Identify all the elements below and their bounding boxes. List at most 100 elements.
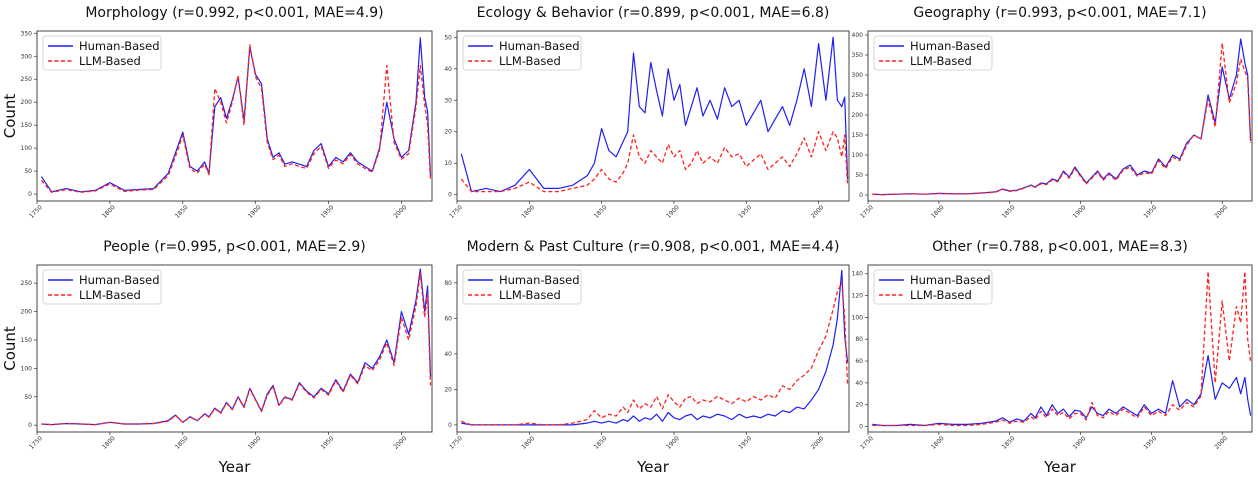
plot-frame [456, 30, 850, 202]
y-tick-label: 50 [855, 172, 863, 179]
legend-human-label: Human-Based [79, 273, 160, 287]
x-tick-label: 1950 [1142, 435, 1158, 451]
x-tick-label: 1800 [520, 435, 536, 451]
llm-series-line [41, 272, 432, 426]
x-tick-label: 1950 [737, 204, 753, 220]
x-tick-label: 1850 [1001, 204, 1017, 220]
chart-panel-5: Other (r=0.788, p<0.001, MAE=8.3) 0 20 40 60… [852, 239, 1253, 476]
x-tick-label: 1800 [520, 204, 536, 220]
plot-frame [867, 264, 1253, 433]
chart-panel-4: Modern & Past Culture (r=0.908, p<0.001,… [444, 239, 850, 476]
legend-human-label: Human-Based [910, 273, 991, 287]
x-tick-label: 1900 [1072, 204, 1088, 220]
y-tick-label: 120 [852, 293, 864, 300]
legend-llm-label: LLM-Based [79, 54, 141, 68]
y-tick-label: 0 [448, 192, 452, 199]
x-tick-label: 2000 [810, 435, 826, 451]
y-tick-label: 80 [444, 280, 452, 287]
x-tick-label: 1850 [593, 435, 609, 451]
llm-series-line [872, 42, 1252, 196]
y-tick-label: 140 [852, 271, 864, 278]
x-tick-label: 1950 [320, 204, 336, 220]
x-tick-label: 1800 [930, 204, 946, 220]
x-tick-label: 1950 [320, 435, 336, 451]
y-axis-label: Count [1, 326, 19, 371]
y-tick-label: 0 [859, 192, 863, 199]
y-tick-label: 350 [21, 30, 33, 37]
legend-llm-label: LLM-Based [910, 288, 972, 302]
x-tick-label: 1950 [737, 435, 753, 451]
legend-llm-label: LLM-Based [499, 288, 561, 302]
x-tick-label: 1850 [174, 435, 190, 451]
chart-panel-2: Geography (r=0.993, p<0.001, MAE=7.1) 0 50… [852, 5, 1253, 220]
y-tick-label: 40 [444, 351, 452, 358]
legend-box [873, 269, 993, 305]
x-axis-label: Year [1043, 458, 1077, 476]
legend-human-label: Human-Based [79, 39, 160, 53]
y-tick-label: 50 [444, 34, 452, 41]
legend-box [873, 35, 993, 71]
y-tick-label: 50 [24, 394, 32, 401]
y-tick-label: 250 [852, 92, 864, 99]
plot-frame [867, 30, 1253, 202]
legend-box [42, 269, 162, 305]
x-tick-label: 1750 [28, 435, 44, 451]
y-tick-label: 100 [21, 145, 33, 152]
llm-series-line [40, 44, 432, 193]
human-series-line [40, 37, 432, 193]
y-tick-label: 10 [444, 160, 452, 167]
y-tick-label: 100 [21, 365, 33, 372]
y-tick-label: 200 [852, 112, 864, 119]
x-tick-label: 1800 [930, 435, 946, 451]
legend-human-label: Human-Based [499, 273, 580, 287]
x-tick-label: 1800 [101, 435, 117, 451]
y-tick-label: 60 [444, 315, 452, 322]
human-series-line [872, 355, 1252, 427]
legend-llm-label: LLM-Based [79, 288, 141, 302]
y-tick-label: 40 [444, 66, 452, 73]
x-tick-label: 1750 [28, 204, 44, 220]
x-tick-label: 2000 [810, 204, 826, 220]
y-tick-label: 250 [21, 280, 33, 287]
y-tick-label: 0 [448, 422, 452, 429]
y-tick-label: 100 [852, 314, 864, 321]
y-tick-label: 0 [859, 424, 863, 431]
x-tick-label: 1900 [247, 204, 263, 220]
y-tick-label: 350 [852, 52, 864, 59]
y-tick-label: 200 [21, 309, 33, 316]
x-tick-label: 1750 [859, 435, 875, 451]
x-tick-label: 2000 [392, 204, 408, 220]
chart-panel-0: Morphology (r=0.992, p<0.001, MAE=4.9) 0 5… [1, 5, 433, 220]
chart-panel-1: Ecology & Behavior (r=0.899, p<0.001, MA… [444, 5, 850, 220]
y-tick-label: 100 [852, 152, 864, 159]
legend-llm-label: LLM-Based [499, 54, 561, 68]
y-tick-label: 50 [24, 168, 32, 175]
x-tick-label: 2000 [1213, 204, 1229, 220]
x-tick-label: 1900 [665, 204, 681, 220]
y-tick-label: 200 [21, 99, 33, 106]
y-tick-label: 400 [852, 32, 864, 39]
plot-frame [36, 264, 433, 433]
y-tick-label: 300 [21, 53, 33, 60]
x-tick-label: 2000 [392, 435, 408, 451]
x-tick-label: 1850 [1001, 435, 1017, 451]
chart-title: People (r=0.995, p<0.001, MAE=2.9) [103, 239, 365, 255]
y-tick-label: 150 [21, 337, 33, 344]
plot-frame [36, 30, 433, 202]
legend-human-label: Human-Based [910, 39, 991, 53]
y-tick-label: 0 [28, 191, 32, 198]
y-tick-label: 80 [855, 336, 863, 343]
y-axis-label: Count [1, 94, 19, 139]
plot-frame [456, 264, 850, 433]
x-axis-label: Year [636, 458, 670, 476]
y-tick-label: 150 [21, 122, 33, 129]
x-tick-label: 1800 [101, 204, 117, 220]
x-tick-label: 1900 [247, 435, 263, 451]
llm-series-line [461, 282, 849, 426]
y-tick-label: 20 [444, 386, 452, 393]
x-axis-label: Year [218, 458, 252, 476]
chart-title: Modern & Past Culture (r=0.908, p<0.001,… [467, 239, 840, 255]
human-series-line [461, 269, 849, 426]
legend-box [462, 269, 582, 305]
chart-title: Ecology & Behavior (r=0.899, p<0.001, MA… [477, 5, 830, 21]
